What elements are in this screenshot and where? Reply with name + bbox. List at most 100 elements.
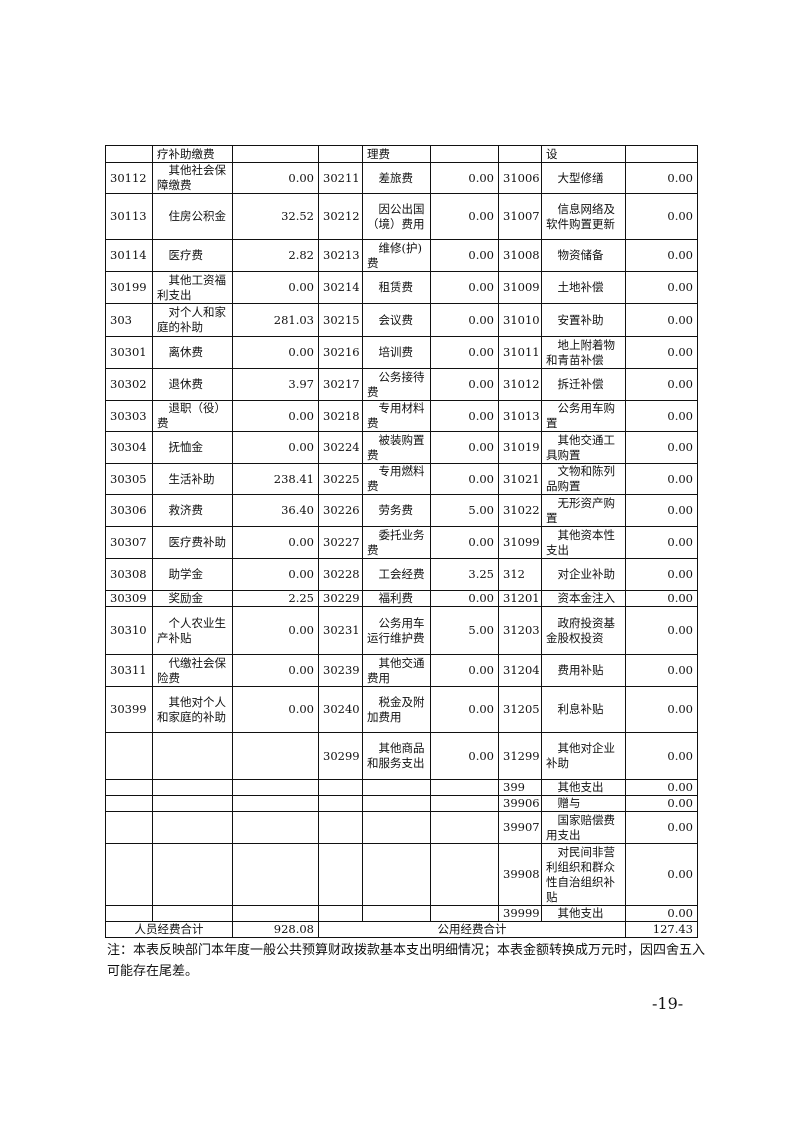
table-row: 39908 对民间非营利组织和群众性自治组织补贴 0.00: [105, 843, 698, 906]
personnel-amount: [232, 905, 319, 922]
public-item: 培训费: [362, 336, 431, 369]
public-amount: 0.00: [430, 431, 499, 464]
table-row: 30301 离休费 0.00 30216 培训费 0.00 31011 地上附着物和青苗补偿 0…: [105, 336, 698, 369]
public-amount: 0.00: [430, 271, 499, 304]
page-number: -19-: [652, 994, 684, 1013]
capital-amount: [625, 145, 698, 163]
public-item: 因公出国（境）费用: [362, 193, 431, 240]
public-amount: 0.00: [430, 526, 499, 559]
public-item: 劳务费: [362, 494, 431, 527]
personnel-item: 其他对个人和家庭的补助: [152, 686, 233, 733]
public-code: 30225: [318, 463, 363, 495]
table-row: 39906 赠与 0.00: [105, 795, 698, 812]
personnel-amount: 0.00: [232, 654, 319, 687]
capital-amount: 0.00: [625, 686, 698, 733]
capital-code: 31203: [498, 606, 542, 655]
capital-code: 31019: [498, 431, 542, 464]
capital-code: 31008: [498, 239, 542, 272]
table-row: 39999 其他支出 0.00: [105, 905, 698, 922]
capital-amount: 0.00: [625, 271, 698, 304]
capital-amount: 0.00: [625, 732, 698, 780]
public-code: 30239: [318, 654, 363, 687]
personnel-item: [152, 795, 233, 812]
personnel-amount: 0.00: [232, 400, 319, 432]
public-amount: 3.25: [430, 558, 499, 591]
personnel-item: 医疗费补助: [152, 526, 233, 559]
capital-item: 赠与: [541, 795, 626, 812]
personnel-item: 助学金: [152, 558, 233, 591]
table-row: 30112 其他社会保障缴费 0.00 30211 差旅费 0.00 31006 大型修缮 0.…: [105, 162, 698, 194]
capital-amount: 0.00: [625, 905, 698, 922]
capital-item: 其他对企业补助: [541, 732, 626, 780]
capital-code: 31201: [498, 590, 542, 607]
capital-amount: 0.00: [625, 654, 698, 687]
capital-amount: 0.00: [625, 843, 698, 906]
public-amount: [430, 843, 499, 906]
personnel-item: [152, 843, 233, 906]
capital-code: 39999: [498, 905, 542, 922]
personnel-item: 住房公积金: [152, 193, 233, 240]
capital-item: 国家赔偿费用支出: [541, 811, 626, 844]
table-row: 30307 医疗费补助 0.00 30227 委托业务费 0.00 31099 其他资本性支出…: [105, 526, 698, 559]
public-amount: 0.00: [430, 686, 499, 733]
capital-amount: 0.00: [625, 431, 698, 464]
table-row: 30199 其他工资福利支出 0.00 30214 租赁费 0.00 31009 土地补偿 0.…: [105, 271, 698, 304]
personnel-amount: 2.82: [232, 239, 319, 272]
table-row: 30114 医疗费 2.82 30213 维修(护)费 0.00 31008 物资储备 0.00: [105, 239, 698, 272]
personnel-amount: 2.25: [232, 590, 319, 607]
public-code: [318, 843, 363, 906]
personnel-code: 30305: [105, 463, 153, 495]
public-item: 其他交通费用: [362, 654, 431, 687]
personnel-code: [105, 905, 153, 922]
table-row: 30304 抚恤金 0.00 30224 被装购置费 0.00 31019 其他交通工具购置 0…: [105, 431, 698, 464]
personnel-item: 抚恤金: [152, 431, 233, 464]
public-amount: 0.00: [430, 162, 499, 194]
public-amount: 0.00: [430, 463, 499, 495]
personnel-item: 对个人和家庭的补助: [152, 303, 233, 337]
personnel-code: 30114: [105, 239, 153, 272]
personnel-code: [105, 732, 153, 780]
personnel-code: 30307: [105, 526, 153, 559]
capital-item: 其他支出: [541, 905, 626, 922]
personnel-item: [152, 732, 233, 780]
personnel-item: 退职（役）费: [152, 400, 233, 432]
public-code: [318, 811, 363, 844]
capital-amount: 0.00: [625, 400, 698, 432]
personnel-amount: 32.52: [232, 193, 319, 240]
personnel-amount: 0.00: [232, 162, 319, 194]
capital-code: 31011: [498, 336, 542, 369]
capital-amount: 0.00: [625, 463, 698, 495]
public-item: 专用燃料费: [362, 463, 431, 495]
personnel-code: [105, 779, 153, 796]
public-item: [362, 779, 431, 796]
public-code: 30218: [318, 400, 363, 432]
personnel-item: 医疗费: [152, 239, 233, 272]
capital-item: 土地补偿: [541, 271, 626, 304]
public-amount: 0.00: [430, 239, 499, 272]
personnel-amount: 0.00: [232, 606, 319, 655]
public-code: [318, 905, 363, 922]
public-item: 维修(护)费: [362, 239, 431, 272]
personnel-item: 疗补助缴费: [152, 145, 233, 163]
public-code: [318, 145, 363, 163]
capital-code: [498, 145, 542, 163]
personnel-amount: [232, 145, 319, 163]
capital-amount: 0.00: [625, 336, 698, 369]
public-amount: 0.00: [430, 193, 499, 240]
personnel-item: 生活补助: [152, 463, 233, 495]
personnel-item: 离休费: [152, 336, 233, 369]
capital-code: 39908: [498, 843, 542, 906]
public-item: 工会经费: [362, 558, 431, 591]
table-row: 30308 助学金 0.00 30228 工会经费 3.25 312 对企业补助 0.00: [105, 558, 698, 591]
personnel-amount: 0.00: [232, 558, 319, 591]
personnel-code: [105, 145, 153, 163]
public-amount: [430, 145, 499, 163]
capital-item: 拆迁补偿: [541, 368, 626, 401]
capital-amount: 0.00: [625, 795, 698, 812]
public-code: 30212: [318, 193, 363, 240]
public-item: 被装购置费: [362, 431, 431, 464]
personnel-amount: [232, 843, 319, 906]
table-row: 30306 救济费 36.40 30226 劳务费 5.00 31022 无形资产购置 0.00: [105, 494, 698, 527]
capital-amount: 0.00: [625, 494, 698, 527]
capital-item: 其他资本性支出: [541, 526, 626, 559]
